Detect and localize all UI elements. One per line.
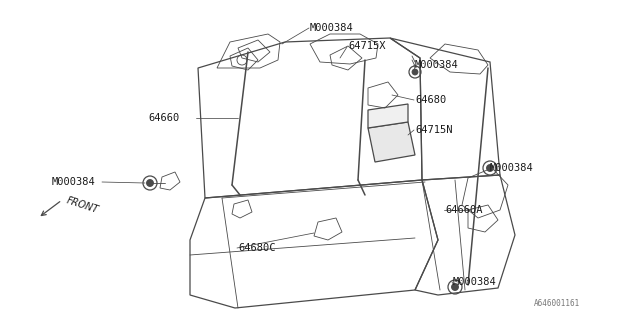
Text: 64660: 64660 <box>148 113 179 123</box>
Circle shape <box>147 180 154 187</box>
Text: 64680: 64680 <box>415 95 446 105</box>
Text: A646001161: A646001161 <box>534 299 580 308</box>
Text: 64660A: 64660A <box>445 205 483 215</box>
Text: M000384: M000384 <box>490 163 534 173</box>
Circle shape <box>486 164 493 172</box>
Text: M000384: M000384 <box>52 177 96 187</box>
Polygon shape <box>368 122 415 162</box>
Circle shape <box>451 284 458 291</box>
Text: 64715N: 64715N <box>415 125 452 135</box>
Text: 64680C: 64680C <box>238 243 275 253</box>
Text: FRONT: FRONT <box>65 195 100 215</box>
Polygon shape <box>368 104 408 128</box>
Text: M000384: M000384 <box>310 23 354 33</box>
Text: 64715X: 64715X <box>348 41 385 51</box>
Text: M000384: M000384 <box>453 277 497 287</box>
Circle shape <box>412 69 418 75</box>
Text: M000384: M000384 <box>415 60 459 70</box>
